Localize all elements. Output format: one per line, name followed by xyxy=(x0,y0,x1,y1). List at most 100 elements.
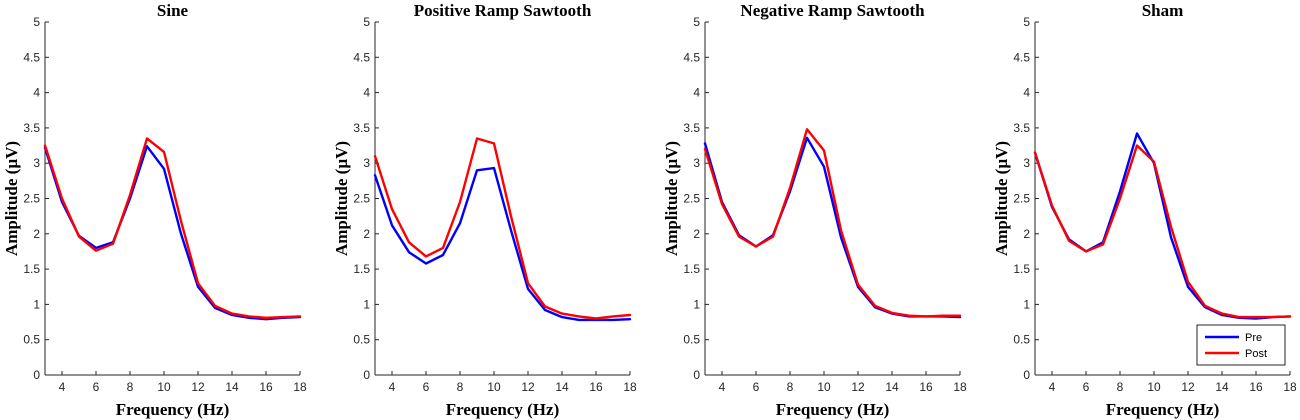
chart-panel-4: Sham 0 0.5 1 1.5 2 2.5 3 3.5 4 4.5 5 4 6 8 10 12 14 16 18 Fr… xyxy=(992,1,1297,419)
y-axis-label: Amplitude (µV) xyxy=(662,141,681,256)
y-tick-label: 0 xyxy=(363,368,370,382)
y-tick-label: 4 xyxy=(1023,86,1030,100)
x-tick-label: 10 xyxy=(817,380,831,394)
y-tick-label: 5 xyxy=(363,15,370,29)
y-tick-label: 2.5 xyxy=(353,192,370,206)
y-tick-label: 2 xyxy=(693,227,700,241)
y-axis-label: Amplitude (µV) xyxy=(992,141,1011,256)
x-tick-label: 18 xyxy=(623,380,637,394)
x-axis-label: Frequency (Hz) xyxy=(1106,400,1219,419)
x-tick-label: 12 xyxy=(521,380,535,394)
y-tick-label: 4 xyxy=(693,86,700,100)
x-tick-label: 18 xyxy=(293,380,307,394)
y-tick-label: 0.5 xyxy=(1013,333,1030,347)
x-axis-label: Frequency (Hz) xyxy=(116,400,229,419)
y-tick-label: 4 xyxy=(33,86,40,100)
series-line-pre xyxy=(43,145,302,321)
y-tick-label: 1 xyxy=(1023,297,1030,311)
legend-box xyxy=(1196,324,1286,366)
y-tick-label: 3.5 xyxy=(683,121,700,135)
y-tick-label: 2.5 xyxy=(1013,192,1030,206)
legend-label-pre: Pre xyxy=(1245,332,1262,344)
x-tick-label: 14 xyxy=(555,380,569,394)
series-line-post xyxy=(703,128,962,318)
x-tick-label: 14 xyxy=(1215,380,1229,394)
y-tick-label: 0.5 xyxy=(353,333,370,347)
y-tick-label: 0 xyxy=(693,368,700,382)
y-tick-label: 3.5 xyxy=(353,121,370,135)
x-tick-label: 12 xyxy=(1181,380,1195,394)
y-axis-label: Amplitude (µV) xyxy=(2,141,21,256)
x-tick-label: 10 xyxy=(157,380,171,394)
y-axis-label: Amplitude (µV) xyxy=(332,141,351,256)
x-tick-label: 10 xyxy=(1147,380,1161,394)
chart-title: Sine xyxy=(157,1,189,20)
x-axis-label: Frequency (Hz) xyxy=(776,400,889,419)
x-tick-label: 18 xyxy=(1283,380,1297,394)
y-tick-label: 0.5 xyxy=(23,333,40,347)
y-tick-label: 5 xyxy=(33,15,40,29)
x-tick-label: 14 xyxy=(885,380,899,394)
x-tick-label: 8 xyxy=(457,380,464,394)
x-tick-label: 12 xyxy=(191,380,205,394)
x-tick-label: 4 xyxy=(389,380,396,394)
y-tick-label: 2.5 xyxy=(23,192,40,206)
y-tick-label: 0 xyxy=(1023,368,1030,382)
x-tick-label: 6 xyxy=(753,380,760,394)
x-axis-label: Frequency (Hz) xyxy=(446,400,559,419)
y-tick-label: 2 xyxy=(33,227,40,241)
x-tick-label: 10 xyxy=(487,380,501,394)
chart-title: Positive Ramp Sawtooth xyxy=(414,1,592,20)
y-tick-label: 1.5 xyxy=(23,262,40,276)
y-tick-label: 4 xyxy=(363,86,370,100)
y-tick-label: 0 xyxy=(33,368,40,382)
chart-title: Negative Ramp Sawtooth xyxy=(740,1,925,20)
y-tick-label: 3.5 xyxy=(1013,121,1030,135)
x-tick-label: 16 xyxy=(1249,380,1263,394)
y-tick-label: 0.5 xyxy=(683,333,700,347)
y-tick-label: 1.5 xyxy=(353,262,370,276)
y-tick-label: 4.5 xyxy=(1013,50,1030,64)
x-tick-label: 14 xyxy=(225,380,239,394)
x-tick-label: 4 xyxy=(59,380,66,394)
y-tick-label: 2.5 xyxy=(683,192,700,206)
x-tick-label: 6 xyxy=(1083,380,1090,394)
x-tick-label: 8 xyxy=(1117,380,1124,394)
series-line-post xyxy=(1033,144,1292,319)
y-tick-label: 1 xyxy=(693,297,700,311)
y-tick-label: 1 xyxy=(33,297,40,311)
x-tick-label: 12 xyxy=(851,380,865,394)
y-tick-label: 1.5 xyxy=(1013,262,1030,276)
y-tick-label: 5 xyxy=(693,15,700,29)
y-tick-label: 3 xyxy=(693,156,700,170)
y-tick-label: 4.5 xyxy=(683,50,700,64)
y-tick-label: 1.5 xyxy=(683,262,700,276)
x-tick-label: 4 xyxy=(719,380,726,394)
y-tick-label: 3.5 xyxy=(23,121,40,135)
x-tick-label: 6 xyxy=(93,380,100,394)
y-tick-label: 3 xyxy=(33,156,40,170)
series-line-pre xyxy=(373,166,632,322)
y-tick-label: 3 xyxy=(363,156,370,170)
y-tick-label: 4.5 xyxy=(23,50,40,64)
x-tick-label: 18 xyxy=(953,380,967,394)
legend-label-post: Post xyxy=(1245,348,1267,360)
x-tick-label: 8 xyxy=(787,380,794,394)
chart-panel-3: Negative Ramp Sawtooth 0 0.5 1 1.5 2 2.5 3 3.5 4 4… xyxy=(662,1,967,419)
y-tick-label: 2 xyxy=(363,227,370,241)
y-tick-label: 2 xyxy=(1023,227,1030,241)
x-tick-label: 16 xyxy=(919,380,933,394)
series-line-pre xyxy=(703,136,962,319)
series-line-post xyxy=(43,137,302,319)
x-tick-label: 16 xyxy=(259,380,273,394)
chart-panel-1: Sine 0 0.5 1 1.5 2 2.5 3 3.5 4 4.5 5 4 6 8 10 12 14 16 18 Fr… xyxy=(2,1,307,419)
chart-title: Sham xyxy=(1142,1,1184,20)
y-tick-label: 4.5 xyxy=(353,50,370,64)
x-tick-label: 8 xyxy=(127,380,134,394)
y-tick-label: 5 xyxy=(1023,15,1030,29)
legend: Pre Post xyxy=(1196,324,1286,366)
chart-panel-2: Positive Ramp Sawtooth 0 0.5 1 1.5 2 2.5 3 3.5 4 4… xyxy=(332,1,637,419)
y-tick-label: 3 xyxy=(1023,156,1030,170)
series-line-post xyxy=(373,137,632,320)
